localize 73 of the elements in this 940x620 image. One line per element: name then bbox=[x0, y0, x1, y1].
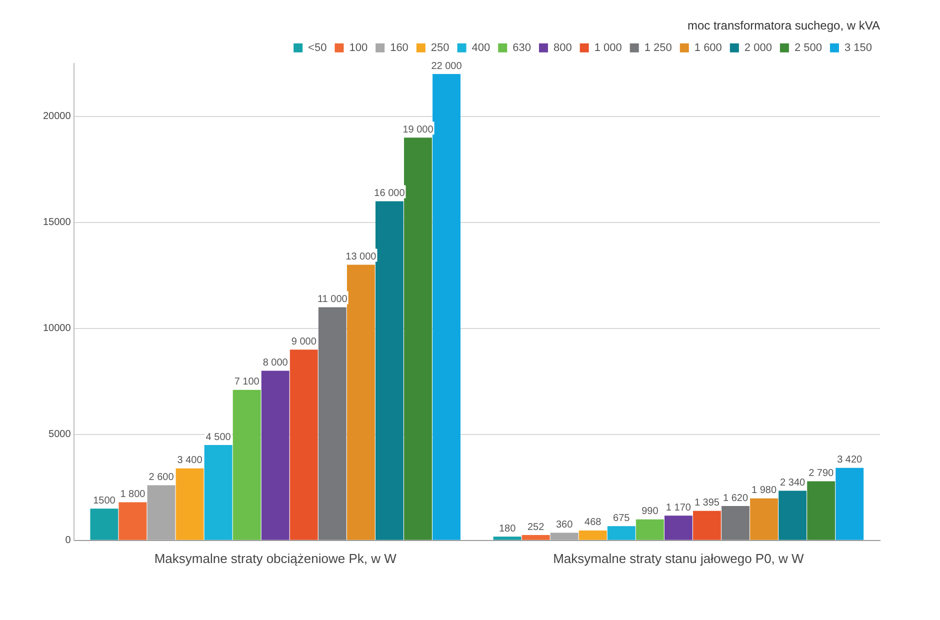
bar bbox=[493, 536, 522, 540]
bar bbox=[375, 201, 404, 540]
data-label: 252 bbox=[527, 522, 545, 533]
bar bbox=[290, 350, 318, 540]
bar bbox=[204, 445, 232, 540]
bar bbox=[118, 502, 147, 540]
x-tick-label: Maksymalne straty stanu jałowego P0, w W bbox=[553, 550, 805, 566]
data-label: 11 000 bbox=[317, 294, 348, 305]
bar bbox=[664, 516, 692, 540]
bar bbox=[636, 519, 664, 540]
bar bbox=[693, 510, 721, 540]
y-tick-label: 0 bbox=[65, 535, 72, 546]
y-tick-label: 15000 bbox=[42, 217, 72, 228]
legend-label: 800 bbox=[553, 42, 572, 54]
bar bbox=[261, 370, 290, 540]
legend-label: 630 bbox=[512, 42, 531, 54]
data-label: 16 000 bbox=[374, 188, 406, 199]
y-tick-label: 5000 bbox=[48, 429, 72, 440]
bar bbox=[578, 530, 607, 540]
data-label: 7 100 bbox=[234, 376, 260, 388]
data-label: 9 000 bbox=[291, 336, 317, 348]
data-label: 3 400 bbox=[177, 455, 203, 466]
data-label: 468 bbox=[584, 517, 602, 528]
legend-label: 250 bbox=[430, 42, 450, 54]
data-label: 22 000 bbox=[431, 60, 462, 72]
bar bbox=[147, 485, 176, 540]
y-tick-label: 20000 bbox=[42, 111, 72, 122]
legend-title: moc transformatora suchego, w kVA bbox=[687, 18, 880, 32]
legend-label: 100 bbox=[349, 42, 368, 54]
data-label: 1 980 bbox=[752, 485, 777, 496]
data-label: 360 bbox=[556, 520, 574, 531]
x-tick-label: Maksymalne straty obciążeniowe Pk, w W bbox=[154, 550, 398, 566]
bar bbox=[522, 535, 550, 540]
bar bbox=[807, 481, 836, 540]
legend-label: 2 500 bbox=[794, 42, 822, 54]
bar bbox=[722, 506, 750, 540]
legend-label: 1 000 bbox=[594, 42, 622, 54]
data-label: 1 395 bbox=[694, 498, 720, 509]
legend-label: 3 150 bbox=[844, 42, 872, 54]
data-label: 990 bbox=[642, 506, 659, 518]
data-label: 3 420 bbox=[837, 454, 863, 466]
bar bbox=[778, 490, 807, 540]
bar bbox=[176, 468, 204, 540]
bar bbox=[346, 264, 375, 540]
data-label: 19 000 bbox=[402, 124, 434, 136]
data-label: 8 000 bbox=[262, 358, 288, 369]
data-label: 1 170 bbox=[666, 502, 692, 514]
data-label: 2 340 bbox=[780, 478, 806, 489]
legend-label: 2 000 bbox=[744, 42, 772, 54]
legend-label: 1 600 bbox=[694, 42, 722, 54]
bar bbox=[550, 532, 578, 540]
data-label: 1 620 bbox=[722, 492, 748, 504]
legend-label: 1 250 bbox=[644, 42, 672, 54]
legend-label: 400 bbox=[472, 42, 490, 54]
bar bbox=[232, 390, 261, 540]
data-label: 180 bbox=[498, 523, 516, 534]
data-label: 4 500 bbox=[206, 432, 232, 443]
bar bbox=[432, 74, 460, 540]
data-label: 1 800 bbox=[120, 488, 146, 500]
bar bbox=[750, 498, 778, 540]
bar bbox=[404, 138, 432, 540]
data-label: 2 790 bbox=[808, 468, 834, 479]
legend-label: <50 bbox=[308, 42, 327, 54]
bar bbox=[836, 468, 864, 540]
legend-label: 160 bbox=[390, 42, 408, 54]
y-tick-label: 10000 bbox=[42, 323, 72, 334]
data-label: 675 bbox=[613, 512, 630, 524]
bar bbox=[607, 526, 636, 540]
data-label: 2 600 bbox=[148, 472, 174, 484]
bar bbox=[90, 508, 118, 540]
bar bbox=[318, 307, 346, 540]
data-label: 13 000 bbox=[346, 252, 377, 263]
data-label: 1500 bbox=[93, 495, 116, 506]
